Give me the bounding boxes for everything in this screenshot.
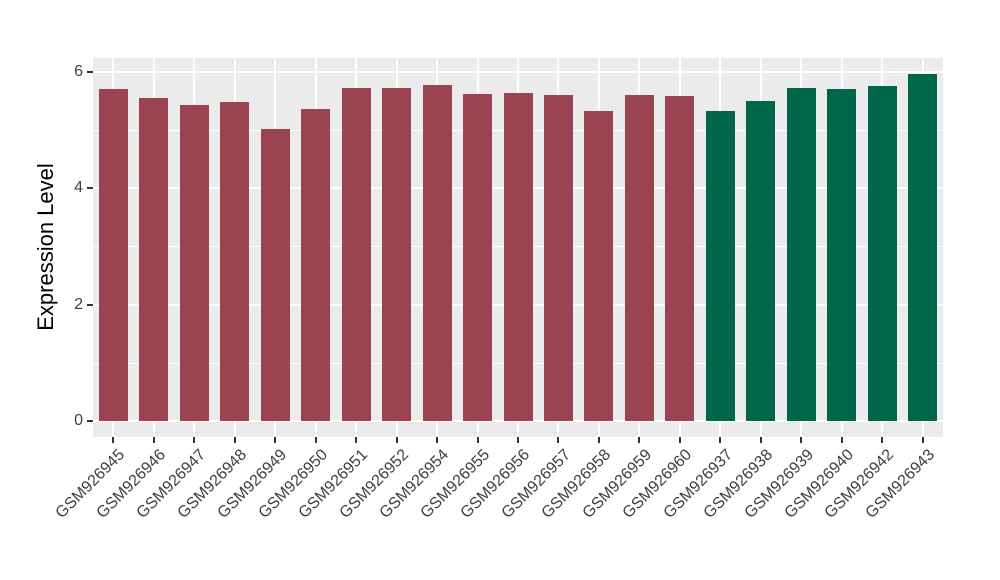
bar — [260, 129, 290, 422]
bar — [382, 87, 412, 422]
bar — [908, 74, 938, 422]
bar — [301, 108, 331, 422]
x-tick — [476, 437, 479, 443]
bar — [139, 97, 169, 422]
x-tick — [557, 437, 560, 443]
y-tick — [87, 70, 93, 73]
x-tick — [597, 437, 600, 443]
x-tick — [840, 437, 843, 443]
bar — [463, 93, 493, 422]
bar — [98, 88, 128, 422]
bar — [705, 110, 735, 422]
bar — [665, 95, 695, 422]
y-tick — [87, 187, 93, 190]
y-tick-label: 0 — [74, 412, 83, 430]
x-tick — [921, 437, 924, 443]
bar — [341, 87, 371, 422]
y-tick — [87, 420, 93, 423]
bar — [746, 101, 776, 422]
x-tick — [759, 437, 762, 443]
y-tick-label: 2 — [74, 295, 83, 313]
x-tick — [193, 437, 196, 443]
x-tick — [436, 437, 439, 443]
x-tick — [881, 437, 884, 443]
x-tick — [517, 437, 519, 443]
bar — [584, 110, 614, 422]
y-tick-label: 6 — [74, 62, 83, 80]
x-tick — [355, 437, 358, 443]
bar — [624, 95, 654, 422]
x-tick — [314, 437, 317, 443]
plot-panel — [93, 58, 943, 437]
bar — [503, 92, 533, 422]
x-tick — [233, 437, 236, 443]
x-tick — [112, 437, 115, 443]
x-tick — [719, 437, 722, 443]
x-tick — [395, 437, 398, 443]
bar — [179, 104, 209, 422]
bar — [786, 88, 816, 422]
bar — [220, 101, 250, 422]
bar — [867, 85, 897, 422]
x-tick — [152, 437, 155, 443]
y-tick-label: 4 — [74, 179, 83, 197]
y-tick — [87, 303, 93, 306]
x-tick — [678, 437, 681, 443]
x-tick — [274, 437, 277, 443]
x-tick — [800, 437, 803, 443]
bar — [827, 89, 857, 422]
x-tick — [638, 437, 641, 443]
bar — [422, 85, 452, 422]
bar — [543, 94, 573, 422]
